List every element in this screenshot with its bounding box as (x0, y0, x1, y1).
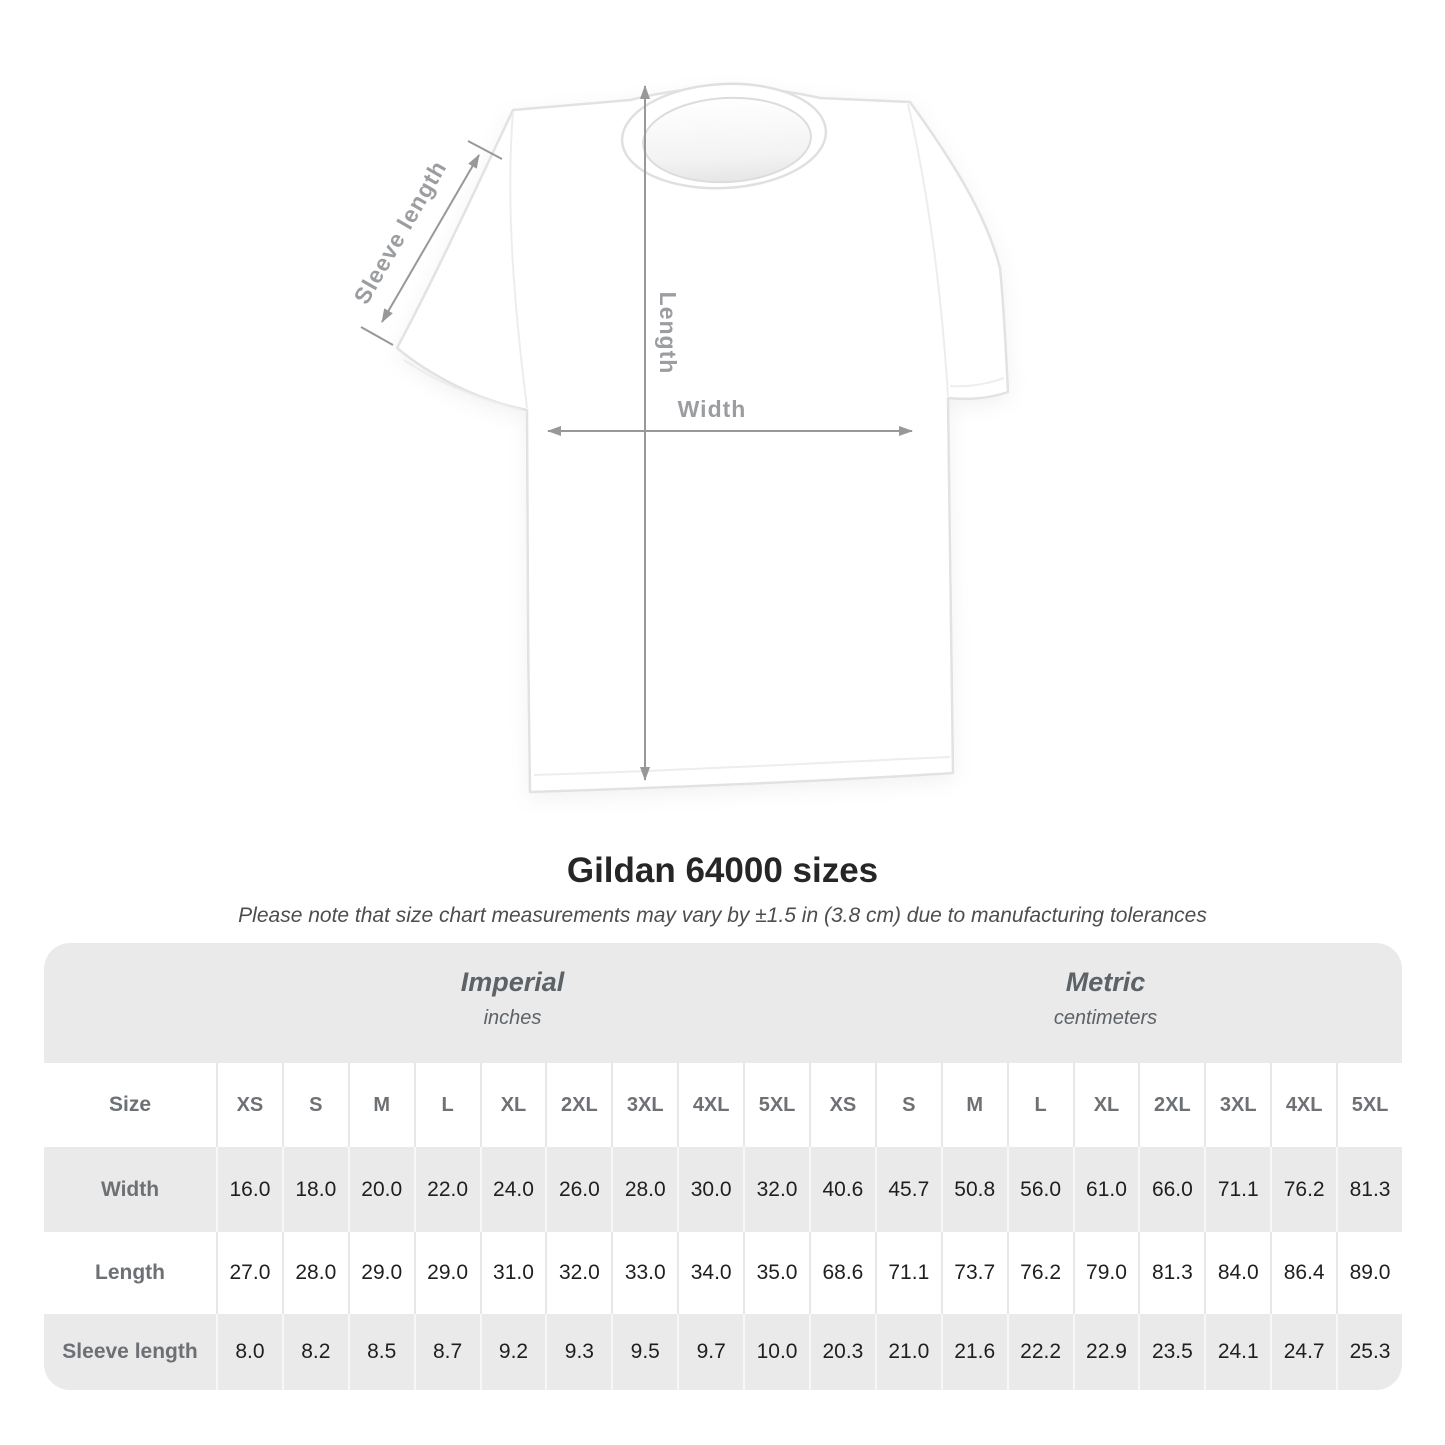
measurement-value-cell: 25.3 (1336, 1314, 1402, 1390)
measurement-value-cell: 18.0 (281, 1147, 348, 1232)
measurement-value-cell: 31.0 (479, 1232, 546, 1314)
measurement-value-cell: 73.7 (940, 1232, 1007, 1314)
measurement-value-cell: 22.2 (1006, 1314, 1073, 1390)
measurement-value-cell: 29.0 (347, 1232, 414, 1314)
size-column-header: 4XL (677, 1063, 743, 1147)
table-row: Size XS S M L XL 2XL 3XL 4XL 5XL XS S M L XL 2XL 3XL 4XL 5… (44, 1063, 1402, 1147)
measurement-value-cell: 24.7 (1270, 1314, 1336, 1390)
seam-lines (403, 103, 1005, 776)
measurement-value-cell: 28.0 (281, 1232, 348, 1314)
size-column-header: 3XL (611, 1063, 677, 1147)
measurement-value-cell: 9.2 (479, 1314, 546, 1390)
measurement-value-cell: 10.0 (743, 1314, 809, 1390)
measurement-value-cell: 9.7 (677, 1314, 743, 1390)
measurement-value-cell: 16.0 (216, 1147, 282, 1232)
size-column-header: XS (216, 1063, 282, 1147)
measurement-value-cell: 26.0 (545, 1147, 611, 1232)
measurement-value-cell: 71.1 (874, 1232, 941, 1314)
measurement-value-cell: 86.4 (1270, 1232, 1336, 1314)
measurement-value-cell: 32.0 (545, 1232, 611, 1314)
table-row: Length 27.0 28.0 29.0 29.0 31.0 32.0 33.0 34.0 35… (44, 1232, 1402, 1314)
measurement-value-cell: 40.6 (808, 1147, 875, 1232)
measurement-value-cell: 8.7 (413, 1314, 480, 1390)
size-column-header: 4XL (1270, 1063, 1336, 1147)
size-column-header: L (1006, 1063, 1073, 1147)
unit-header-spacer (44, 943, 216, 1063)
measurement-value-cell: 8.5 (347, 1314, 414, 1390)
size-column-header: 5XL (743, 1063, 809, 1147)
size-column-header: XS (808, 1063, 875, 1147)
measurement-value-cell: 21.0 (874, 1314, 941, 1390)
metric-header: Metric centimeters (809, 943, 1402, 1063)
table-row: Width 16.0 18.0 20.0 22.0 24.0 26.0 28.0 30.0 32.… (44, 1147, 1402, 1232)
measurement-value-cell: 81.3 (1138, 1232, 1204, 1314)
size-column-header: 2XL (545, 1063, 611, 1147)
measurement-row-label: Width (100, 1177, 160, 1201)
measurement-value-cell: 68.6 (808, 1232, 875, 1314)
measurement-value-cell: 79.0 (1072, 1232, 1139, 1314)
table-row: Sleeve length 8.0 8.2 8.5 8.7 9.2 9.3 9.5 9.7 10.… (44, 1314, 1402, 1390)
measurement-value-cell: 33.0 (611, 1232, 677, 1314)
measurement-value-cell: 34.0 (677, 1232, 743, 1314)
size-column-header: 3XL (1204, 1063, 1270, 1147)
measurement-value-cell: 76.2 (1006, 1232, 1073, 1314)
measurement-row-label: Sleeve length (62, 1340, 198, 1363)
tshirt-measurement-diagram: Sleeve length Length Width (348, 82, 1010, 794)
size-tolerance-note: Please note that size chart measurements… (238, 904, 1207, 927)
length-label: Length (655, 292, 681, 375)
size-column-header: S (874, 1063, 941, 1147)
tshirt-graphic (395, 82, 1010, 794)
metric-unit: centimeters (1053, 1006, 1158, 1029)
imperial-header: Imperial inches (216, 943, 809, 1063)
size-column-header: XL (1072, 1063, 1139, 1147)
unit-header-band: Imperial inches Metric centimeters (44, 943, 1402, 1063)
size-column-header: M (940, 1063, 1007, 1147)
measurement-value-cell: 76.2 (1270, 1147, 1336, 1232)
measurement-row-label: Length (95, 1261, 165, 1284)
size-column-header: XL (479, 1063, 546, 1147)
metric-title: Metric (1065, 966, 1146, 997)
measurement-value-cell: 8.0 (216, 1314, 282, 1390)
measurement-value-cell: 8.2 (281, 1314, 348, 1390)
measurement-value-cell: 84.0 (1204, 1232, 1270, 1314)
measurement-value-cell: 30.0 (677, 1147, 743, 1232)
size-column-header: M (347, 1063, 414, 1147)
page-title: Gildan 64000 sizes (566, 851, 879, 890)
measurement-value-cell: 9.3 (545, 1314, 611, 1390)
measurement-value-cell: 23.5 (1138, 1314, 1204, 1390)
measurement-value-cell: 71.1 (1204, 1147, 1270, 1232)
measurement-value-cell: 20.3 (808, 1314, 875, 1390)
imperial-unit: inches (483, 1006, 542, 1029)
sleeve-length-arrow (360, 140, 503, 346)
measurement-value-cell: 29.0 (413, 1232, 480, 1314)
measurement-value-cell: 61.0 (1072, 1147, 1139, 1232)
width-label: Width (678, 396, 747, 422)
measurement-value-cell: 89.0 (1336, 1232, 1402, 1314)
size-row-label: Size (108, 1093, 152, 1116)
measurement-value-cell: 28.0 (611, 1147, 677, 1232)
imperial-title: Imperial (460, 966, 565, 997)
measurement-value-cell: 35.0 (743, 1232, 809, 1314)
measurement-value-cell: 21.6 (940, 1314, 1007, 1390)
measurement-value-cell: 56.0 (1006, 1147, 1073, 1232)
size-column-header: 2XL (1138, 1063, 1204, 1147)
measurement-value-cell: 32.0 (743, 1147, 809, 1232)
measurement-value-cell: 24.0 (479, 1147, 546, 1232)
measurement-value-cell: 24.1 (1204, 1314, 1270, 1390)
size-chart-table: Imperial inches Metric centimeters Size X… (44, 943, 1402, 1390)
measurement-value-cell: 22.9 (1072, 1314, 1139, 1390)
size-column-header: S (281, 1063, 348, 1147)
size-chart-rows: Size XS S M L XL 2XL 3XL 4XL 5XL XS S M L XL 2XL 3XL 4XL 5… (44, 1063, 1402, 1390)
measurement-value-cell: 45.7 (874, 1147, 941, 1232)
measurement-value-cell: 27.0 (216, 1232, 282, 1314)
measurement-value-cell: 20.0 (347, 1147, 414, 1232)
measurement-value-cell: 22.0 (413, 1147, 480, 1232)
measurement-value-cell: 66.0 (1138, 1147, 1204, 1232)
measurement-value-cell: 9.5 (611, 1314, 677, 1390)
size-column-header: 5XL (1336, 1063, 1402, 1147)
measurement-value-cell: 50.8 (940, 1147, 1007, 1232)
size-column-header: L (413, 1063, 480, 1147)
measurement-value-cell: 81.3 (1336, 1147, 1402, 1232)
